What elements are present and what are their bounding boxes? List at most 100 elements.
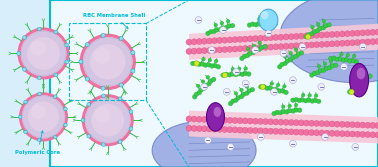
Circle shape xyxy=(293,43,299,49)
Circle shape xyxy=(210,64,214,68)
Circle shape xyxy=(375,38,378,44)
Circle shape xyxy=(375,132,378,138)
Circle shape xyxy=(79,60,83,64)
Circle shape xyxy=(314,94,318,97)
Circle shape xyxy=(199,88,204,92)
Circle shape xyxy=(217,37,223,43)
Circle shape xyxy=(222,72,228,78)
Circle shape xyxy=(212,29,216,34)
Polygon shape xyxy=(189,111,378,143)
Circle shape xyxy=(259,45,264,50)
Circle shape xyxy=(319,32,325,38)
Circle shape xyxy=(54,73,58,77)
Circle shape xyxy=(327,23,332,27)
Circle shape xyxy=(263,119,269,125)
Circle shape xyxy=(186,48,192,54)
Circle shape xyxy=(54,30,58,34)
Circle shape xyxy=(246,47,250,51)
Circle shape xyxy=(23,67,26,71)
Circle shape xyxy=(375,123,378,129)
Circle shape xyxy=(221,73,225,77)
Circle shape xyxy=(101,33,105,37)
Circle shape xyxy=(253,128,259,134)
Circle shape xyxy=(298,33,304,39)
Circle shape xyxy=(243,71,248,76)
Circle shape xyxy=(355,122,361,128)
Circle shape xyxy=(230,23,235,28)
Circle shape xyxy=(334,41,340,47)
Circle shape xyxy=(119,83,123,87)
Circle shape xyxy=(94,107,110,122)
Circle shape xyxy=(242,36,248,42)
Circle shape xyxy=(24,130,27,134)
Circle shape xyxy=(245,53,250,58)
Circle shape xyxy=(242,92,246,97)
Circle shape xyxy=(222,47,228,53)
Circle shape xyxy=(221,26,225,30)
Text: Polymeric Core: Polymeric Core xyxy=(15,131,60,155)
Circle shape xyxy=(312,71,317,75)
Circle shape xyxy=(204,137,211,144)
Circle shape xyxy=(237,71,242,76)
Circle shape xyxy=(278,128,284,135)
Circle shape xyxy=(355,83,359,88)
Circle shape xyxy=(314,42,320,48)
Circle shape xyxy=(191,61,195,66)
Circle shape xyxy=(257,45,263,51)
Circle shape xyxy=(358,82,362,86)
Circle shape xyxy=(312,29,317,34)
Circle shape xyxy=(212,47,218,53)
Circle shape xyxy=(308,42,314,48)
Circle shape xyxy=(211,77,216,82)
Circle shape xyxy=(209,30,213,34)
Circle shape xyxy=(226,19,230,23)
Circle shape xyxy=(257,128,263,134)
Circle shape xyxy=(250,22,255,26)
Circle shape xyxy=(259,85,263,89)
Circle shape xyxy=(84,96,132,144)
Circle shape xyxy=(206,31,210,36)
Circle shape xyxy=(282,105,285,109)
Circle shape xyxy=(334,121,340,127)
Circle shape xyxy=(370,39,376,45)
Circle shape xyxy=(301,93,305,97)
Circle shape xyxy=(316,99,321,104)
Circle shape xyxy=(234,98,238,102)
Circle shape xyxy=(273,44,279,50)
Circle shape xyxy=(250,87,255,92)
Ellipse shape xyxy=(280,0,378,83)
Circle shape xyxy=(313,98,318,103)
Circle shape xyxy=(321,26,325,30)
Circle shape xyxy=(217,126,223,132)
Circle shape xyxy=(323,62,327,65)
Circle shape xyxy=(201,84,208,90)
Circle shape xyxy=(260,84,265,90)
Circle shape xyxy=(254,23,258,27)
Circle shape xyxy=(87,102,91,106)
Circle shape xyxy=(365,30,371,36)
Circle shape xyxy=(227,73,232,77)
Circle shape xyxy=(318,26,322,31)
Circle shape xyxy=(194,61,198,65)
Circle shape xyxy=(252,47,259,53)
Circle shape xyxy=(53,135,57,139)
Circle shape xyxy=(273,34,279,41)
Circle shape xyxy=(237,36,243,42)
Circle shape xyxy=(257,134,264,140)
Circle shape xyxy=(200,62,205,66)
Circle shape xyxy=(203,63,208,67)
Circle shape xyxy=(283,34,289,40)
Circle shape xyxy=(272,111,276,116)
Circle shape xyxy=(319,121,325,127)
Circle shape xyxy=(37,138,41,142)
Circle shape xyxy=(290,140,296,147)
Circle shape xyxy=(227,24,231,28)
Circle shape xyxy=(304,99,308,103)
Circle shape xyxy=(316,70,320,75)
Circle shape xyxy=(294,97,299,102)
Circle shape xyxy=(294,108,299,112)
Circle shape xyxy=(324,41,330,47)
Circle shape xyxy=(212,126,218,132)
Circle shape xyxy=(324,121,330,127)
Circle shape xyxy=(322,134,328,140)
